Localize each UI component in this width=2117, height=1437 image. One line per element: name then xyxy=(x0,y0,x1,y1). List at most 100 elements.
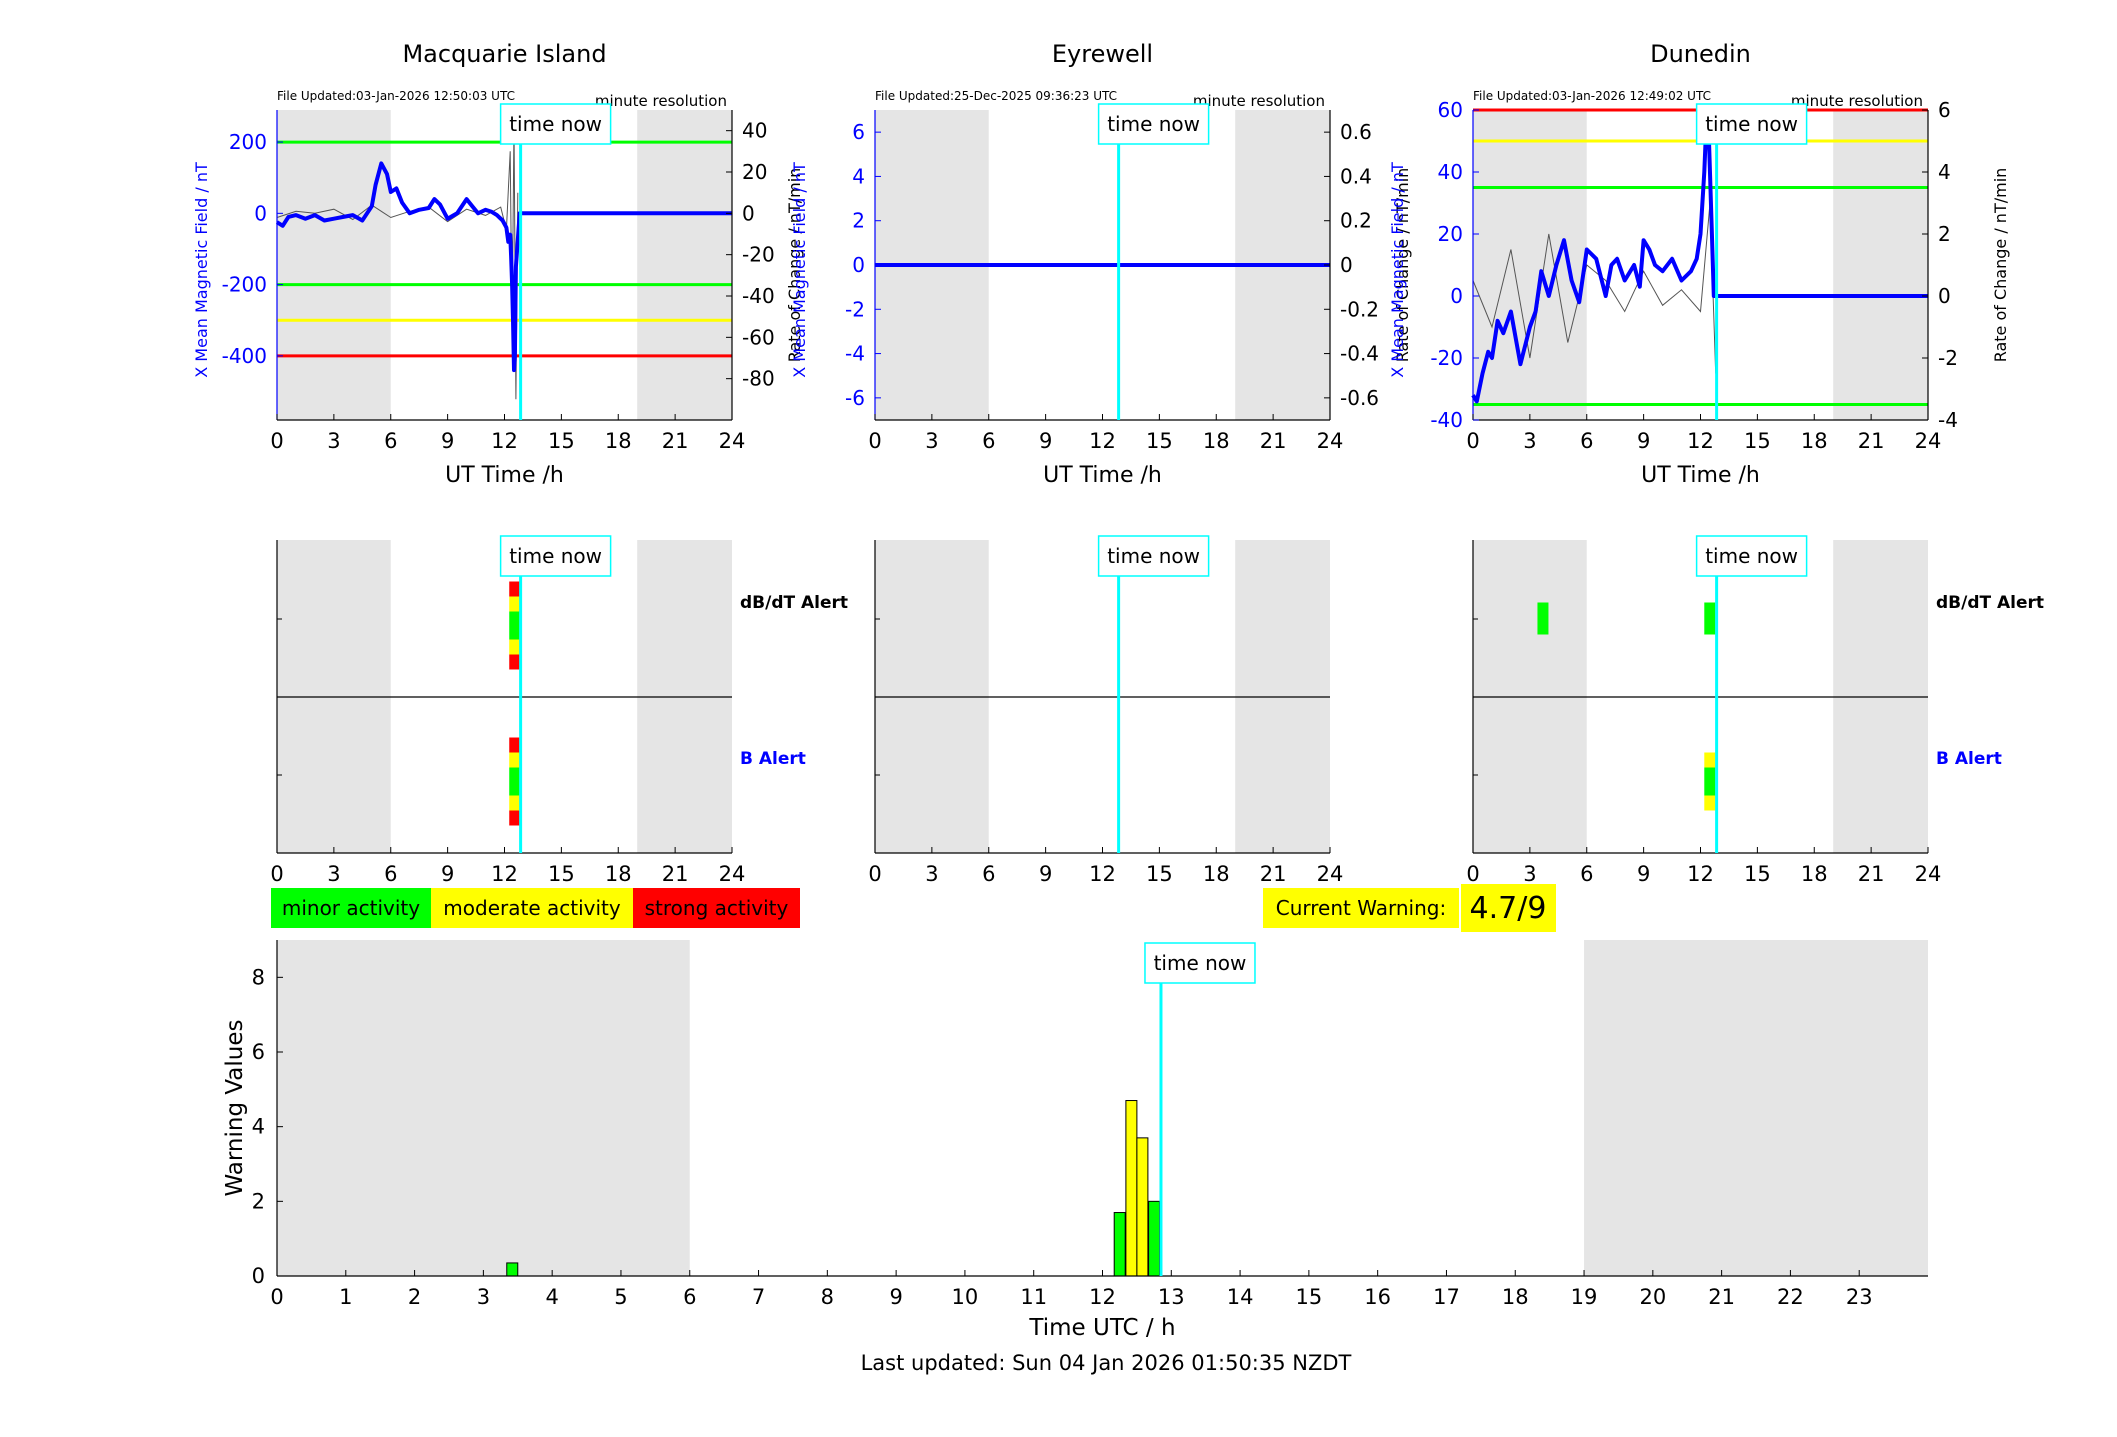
warning-bar xyxy=(1113,1212,1126,1277)
x-tick-label: 23 xyxy=(1846,1285,1873,1309)
y-right-tick-label: -2 xyxy=(1938,346,1958,370)
x-tick-label: 12 xyxy=(1089,1285,1116,1309)
alert-bar-yellow xyxy=(509,596,521,612)
x-tick-label: 18 xyxy=(1203,429,1230,453)
y-tick-label: 0 xyxy=(254,201,267,225)
y-tick-label: -20 xyxy=(1430,346,1463,370)
magnetic-field-line xyxy=(275,161,732,373)
warning-bar xyxy=(506,1262,519,1277)
x-tick-label: 21 xyxy=(1858,429,1885,453)
x-tick-label: 0 xyxy=(1466,429,1479,453)
time-now-label: time now xyxy=(1154,951,1247,975)
x-tick-label: 12 xyxy=(1687,862,1714,886)
y-right-tick-label: -0.2 xyxy=(1340,297,1379,321)
alert-bar-red xyxy=(509,581,521,597)
y-right-tick-label: 4 xyxy=(1938,160,1951,184)
y-right-axis-label: Rate of Change / nT/min xyxy=(1991,168,2010,363)
alert-panel: dB/dT Alert B Alert 0 3 6 9 12 15 18 21 24 time now xyxy=(1466,535,2044,886)
x-tick-label: 18 xyxy=(605,429,632,453)
x-tick-label: 21 xyxy=(1708,1285,1735,1309)
x-tick-label: 16 xyxy=(1364,1285,1391,1309)
x-tick-label: 12 xyxy=(491,862,518,886)
y-right-axis-label: Rate of Change / nT/min xyxy=(1393,168,1412,363)
time-now-label: time now xyxy=(1705,544,1798,568)
alert-bar-green xyxy=(1704,602,1716,635)
y-right-tick-label: 20 xyxy=(742,160,767,184)
file-updated: File Updated:25-Dec-2025 09:36:23 UTC xyxy=(875,89,1117,103)
y-axis-label: X Mean Magnetic Field / nT xyxy=(790,162,809,378)
y-right-tick-label: -80 xyxy=(742,367,775,391)
night-shading xyxy=(1584,940,1928,1276)
night-shading xyxy=(277,110,391,420)
x-tick-label: 9 xyxy=(1039,429,1052,453)
x-tick-label: 12 xyxy=(491,429,518,453)
minute-resolution-label: minute resolution xyxy=(1791,92,1923,110)
alert-plots: dB/dT Alert B Alert 0 3 6 9 12 15 18 21 24 time now… xyxy=(270,535,2044,886)
x-tick-label: 5 xyxy=(614,1285,627,1309)
b-alert-label: B Alert xyxy=(740,749,806,769)
alert-bar-red xyxy=(509,654,521,670)
time-now-label: time now xyxy=(1107,544,1200,568)
alert-bar-green xyxy=(1537,602,1549,635)
x-tick-label: 21 xyxy=(1260,862,1287,886)
x-tick-label: 13 xyxy=(1158,1285,1185,1309)
alert-bar-yellow xyxy=(509,639,521,655)
x-tick-label: 21 xyxy=(662,862,689,886)
y-tick-label: 20 xyxy=(1438,222,1463,246)
dbdt-alert-label: dB/dT Alert xyxy=(740,593,848,613)
x-axis-label: UT Time /h xyxy=(1641,463,1760,488)
legend-swatch-0 xyxy=(271,888,431,928)
x-tick-label: 6 xyxy=(982,862,995,886)
y-right-tick-label: -20 xyxy=(742,243,775,267)
x-tick-label: 6 xyxy=(384,862,397,886)
x-tick-label: 22 xyxy=(1777,1285,1804,1309)
x-tick-label: 24 xyxy=(1317,862,1344,886)
y-right-tick-label: 40 xyxy=(742,119,767,143)
x-tick-label: 6 xyxy=(1580,429,1593,453)
time-now-box xyxy=(1695,103,1808,145)
y-right-tick-label: 0 xyxy=(1340,253,1353,277)
y-tick-label: 6 xyxy=(852,120,865,144)
x-tick-label: 3 xyxy=(1523,862,1536,886)
y-tick-label: -6 xyxy=(845,386,865,410)
file-updated: File Updated:03-Jan-2026 12:49:02 UTC xyxy=(1473,89,1711,103)
x-tick-label: 3 xyxy=(477,1285,490,1309)
x-tick-label: 0 xyxy=(1466,862,1479,886)
x-tick-label: 6 xyxy=(384,429,397,453)
magnetometer-panel: 0 3 6 9 12 15 18 21 24-6-4-20246-0.6-0.4-0.200.2… xyxy=(790,40,1412,488)
alert-bar-green xyxy=(509,767,521,796)
x-tick-label: 0 xyxy=(868,862,881,886)
y-right-tick-label: 0 xyxy=(1938,284,1951,308)
y-right-axis-label: Rate of Change / nT/min xyxy=(785,168,804,363)
x-tick-label: 9 xyxy=(1039,862,1052,886)
x-tick-label: 6 xyxy=(1580,862,1593,886)
x-tick-label: 17 xyxy=(1433,1285,1460,1309)
x-tick-label: 12 xyxy=(1687,429,1714,453)
x-tick-label: 9 xyxy=(889,1285,902,1309)
x-tick-label: 15 xyxy=(1744,429,1771,453)
magnetometer-panel: 0 3 6 9 12 15 18 21 24-40-200204060-4-20246Duned… xyxy=(1388,40,2010,488)
y-tick-label: 4 xyxy=(852,164,865,188)
y-axis-label: Warning Values xyxy=(222,1019,248,1196)
x-tick-label: 7 xyxy=(752,1285,765,1309)
y-right-tick-label: 0.4 xyxy=(1340,164,1372,188)
x-tick-label: 1 xyxy=(339,1285,352,1309)
x-tick-label: 15 xyxy=(1744,862,1771,886)
alert-bar-green xyxy=(1704,767,1716,796)
last-updated-footer: Last updated: Sun 04 Jan 2026 01:50:35 N… xyxy=(861,1351,1352,1375)
y-right-tick-label: 2 xyxy=(1938,222,1951,246)
x-tick-label: 24 xyxy=(1915,429,1942,453)
x-tick-label: 12 xyxy=(1089,429,1116,453)
station-title: Eyrewell xyxy=(1052,40,1153,68)
y-tick-label: 40 xyxy=(1438,160,1463,184)
x-tick-label: 0 xyxy=(270,862,283,886)
y-tick-label: 0 xyxy=(252,1264,265,1288)
x-tick-label: 24 xyxy=(719,429,746,453)
y-right-tick-label: 6 xyxy=(1938,98,1951,122)
magnetic-field-line xyxy=(1471,123,1928,404)
x-tick-label: 21 xyxy=(1260,429,1287,453)
legend-swatch-2 xyxy=(633,888,800,928)
x-tick-label: 15 xyxy=(548,862,575,886)
current-warning-label-bg xyxy=(1263,888,1459,928)
y-right-tick-label: -4 xyxy=(1938,408,1958,432)
